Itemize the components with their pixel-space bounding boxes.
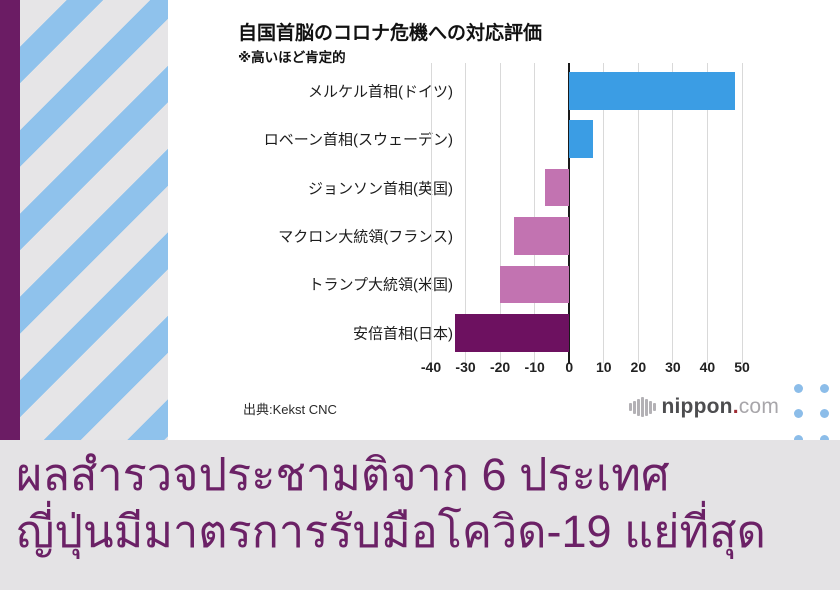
x-tick-label: 10 [595, 359, 612, 375]
gridline [637, 63, 639, 363]
bar-2 [545, 168, 570, 207]
x-tick-label: 40 [699, 359, 716, 375]
x-tick-label: 30 [665, 359, 681, 375]
x-tick-label: -20 [489, 359, 511, 375]
headline-band: ผลสำรวจประชามติจาก 6 ประเทศ ญี่ปุ่นมีมาต… [0, 440, 840, 590]
headline-line-2: ญี่ปุ่นมีมาตรการรับมือโควิด-19 แย่ที่สุด [16, 506, 766, 557]
x-tick-label: -10 [524, 359, 545, 375]
x-tick-label: 20 [630, 359, 647, 375]
category-label: トランプ大統領(米国) [308, 276, 453, 294]
dot [819, 383, 829, 393]
bar-4 [500, 265, 570, 304]
nippon-logo: nippon.com [629, 395, 779, 419]
logo-brand: nippon [661, 395, 733, 418]
headline-text: ผลสำรวจประชามติจาก 6 ประเทศ ญี่ปุ่นมีมาต… [16, 446, 766, 560]
gridline [672, 63, 674, 363]
gridline [534, 63, 536, 363]
bar-5 [455, 314, 570, 352]
nippon-logo-text: nippon.com [662, 395, 780, 419]
x-tick-label: -40 [420, 359, 442, 375]
bar-0 [569, 72, 736, 110]
gridline [603, 63, 605, 363]
bar-3 [513, 217, 570, 255]
x-tick-label: 50 [734, 359, 750, 375]
chart-subtitle: ※高いほど肯定的 [238, 50, 346, 65]
category-labels: メルケル首相(ドイツ) ロベーン首相(スウェーデン) ジョンソン首相(英国) マクロン… [0, 63, 453, 357]
category-label: ロベーン首相(スウェーデン) [263, 131, 453, 149]
nippon-logo-icon [629, 396, 656, 418]
chart-title: 自国首脳のコロナ危機への対応評価 [238, 23, 543, 44]
logo-dot: . [732, 395, 739, 418]
dot [793, 434, 803, 444]
category-label: ジョンソン首相(英国) [308, 180, 453, 198]
dot [819, 434, 829, 444]
bar-chart-plot [430, 63, 743, 363]
headline-line-1: ผลสำรวจประชามติจาก 6 ประเทศ [16, 449, 670, 500]
diagonal-stripes-decoration [20, 0, 168, 440]
dot [793, 383, 803, 393]
dot [819, 409, 829, 418]
category-label: 安倍首相(日本) [353, 325, 453, 343]
bar-1 [569, 120, 594, 158]
gridline [706, 63, 708, 363]
dot [793, 409, 803, 418]
left-accent-strip [0, 0, 20, 440]
source-note: 出典:Kekst CNC [243, 402, 337, 417]
logo-tld: com [738, 395, 780, 418]
gridline [741, 63, 743, 363]
x-tick-label: -30 [455, 359, 476, 375]
x-tick-label: 0 [565, 359, 574, 375]
gridline [499, 63, 501, 363]
zero-axis-line [568, 63, 571, 363]
gridline [465, 63, 467, 363]
category-label: メルケル首相(ドイツ) [308, 83, 453, 101]
gridline [430, 63, 432, 363]
category-label: マクロン大統領(フランス) [278, 228, 453, 246]
